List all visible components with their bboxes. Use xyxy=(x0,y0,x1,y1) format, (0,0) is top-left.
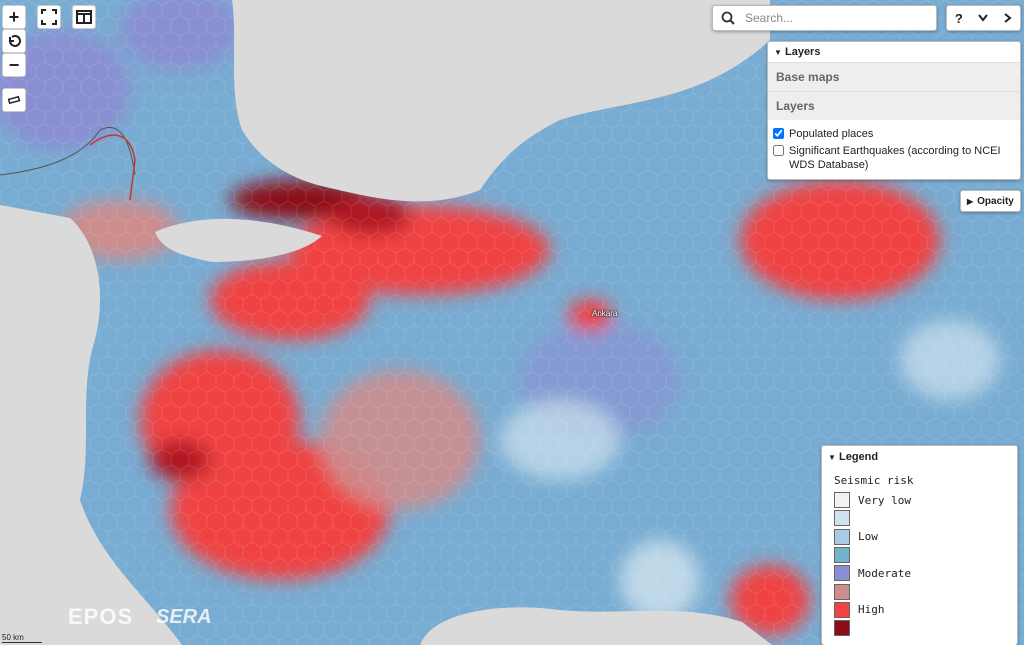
layer-label: Significant Earthquakes (according to NC… xyxy=(789,145,1001,171)
reset-view[interactable] xyxy=(2,29,26,53)
legend-swatch xyxy=(834,528,850,545)
next-icon[interactable] xyxy=(1004,13,1012,23)
legend-subtitle: Seismic risk xyxy=(834,474,914,487)
ruler-icon xyxy=(7,95,21,105)
layout[interactable] xyxy=(72,5,96,29)
legend-item: Low xyxy=(834,528,1005,546)
zoom-in[interactable]: + xyxy=(2,5,26,29)
fullscreen[interactable] xyxy=(37,5,61,29)
dropdown-icon[interactable] xyxy=(978,14,989,22)
search-icon xyxy=(721,11,735,25)
layers-header[interactable]: ▼ Layers xyxy=(774,46,821,58)
zoom-out[interactable]: − xyxy=(2,53,26,77)
legend-item: Moderate xyxy=(834,564,1005,582)
layer-item: Populated places xyxy=(773,127,1015,141)
layout-icon xyxy=(76,10,92,24)
fullscreen-icon xyxy=(41,9,57,25)
legend-swatch xyxy=(834,620,850,637)
layer-section[interactable]: Layers xyxy=(768,91,1020,120)
legend: ▼ Legend Seismic risk Very low Low Moderat… xyxy=(821,445,1018,645)
border xyxy=(89,134,136,201)
legend-label: Low xyxy=(858,530,878,544)
opacity-label: Opacity xyxy=(977,195,1014,207)
city-label: Ankara xyxy=(592,309,618,318)
legend-swatch xyxy=(834,601,850,618)
legend-header[interactable]: ▼ Legend xyxy=(828,451,879,463)
layer-items: Populated places Significant Earthquakes … xyxy=(768,120,1020,179)
legend-swatch xyxy=(834,583,850,600)
layer-label: Populated places xyxy=(789,128,874,140)
layers-title: Layers xyxy=(784,46,821,58)
help-button[interactable]: ? xyxy=(954,10,963,26)
scale-bar: 50 km xyxy=(2,633,42,643)
undo-icon xyxy=(9,35,21,47)
legend-items: Very low Low Moderate High xyxy=(822,491,1017,637)
layer-section[interactable]: Base maps xyxy=(768,62,1020,91)
legend-swatch xyxy=(834,492,850,509)
search-placeholder: Search... xyxy=(745,11,794,25)
layer-checkbox[interactable] xyxy=(773,128,784,139)
legend-label: Moderate xyxy=(858,566,911,580)
layers-panel: ▼ Layers Base maps Layers Populated place… xyxy=(767,41,1021,180)
layer-sections: Base maps Layers xyxy=(768,62,1020,120)
legend-item xyxy=(834,582,1005,600)
legend-title: Legend xyxy=(838,451,879,463)
layer-item: Significant Earthquakes (according to NC… xyxy=(773,144,1015,172)
legend-label: High xyxy=(858,603,885,617)
layer-checkbox[interactable] xyxy=(773,145,784,156)
search-box[interactable]: Search... xyxy=(712,5,937,31)
measure[interactable] xyxy=(2,88,26,112)
logo: SERA xyxy=(156,606,212,628)
legend-swatch xyxy=(834,547,850,564)
logo: EPOS xyxy=(68,604,134,629)
legend-item: High xyxy=(834,601,1005,619)
legend-swatch xyxy=(834,565,850,582)
opacity-button[interactable]: ▶ Opacity xyxy=(960,190,1021,212)
sea xyxy=(0,0,772,645)
legend-label: Very low xyxy=(858,493,911,507)
toolbar: ? xyxy=(946,5,1021,31)
legend-item: Very low xyxy=(834,491,1005,509)
legend-item xyxy=(834,546,1005,564)
legend-item xyxy=(834,509,1005,527)
legend-swatch xyxy=(834,510,850,527)
legend-item xyxy=(834,619,1005,637)
border xyxy=(0,127,136,176)
